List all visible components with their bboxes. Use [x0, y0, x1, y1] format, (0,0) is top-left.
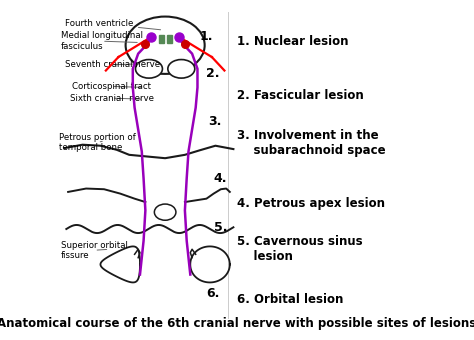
Text: Anatomical course of the 6th cranial nerve with possible sites of lesions: Anatomical course of the 6th cranial ner… — [0, 317, 474, 330]
Text: 4.: 4. — [214, 172, 227, 185]
Text: 6.: 6. — [207, 287, 220, 300]
Text: 6. Orbital lesion: 6. Orbital lesion — [237, 293, 343, 306]
Text: 2.: 2. — [207, 67, 220, 80]
Text: 2. Fascicular lesion: 2. Fascicular lesion — [237, 89, 364, 102]
FancyBboxPatch shape — [159, 35, 164, 42]
Ellipse shape — [136, 59, 163, 78]
Text: 5. Cavernous sinus
    lesion: 5. Cavernous sinus lesion — [237, 235, 363, 263]
Text: Sixth cranial  nerve: Sixth cranial nerve — [70, 94, 154, 103]
Text: Medial longitudinal
fasciculus: Medial longitudinal fasciculus — [61, 32, 143, 51]
Text: 3.: 3. — [208, 115, 222, 128]
Text: 5.: 5. — [214, 221, 227, 234]
Text: Superior orbital
fissure: Superior orbital fissure — [61, 241, 128, 260]
Text: 4. Petrous apex lesion: 4. Petrous apex lesion — [237, 197, 385, 210]
Text: 1. Nuclear lesion: 1. Nuclear lesion — [237, 35, 348, 48]
FancyBboxPatch shape — [166, 35, 172, 42]
Text: 1.: 1. — [199, 30, 213, 43]
Ellipse shape — [168, 59, 195, 78]
Text: Fourth ventricle: Fourth ventricle — [64, 19, 161, 30]
Text: Seventh cranial nerve: Seventh cranial nerve — [64, 60, 160, 69]
Text: 3. Involvement in the
    subarachnoid space: 3. Involvement in the subarachnoid space — [237, 129, 386, 157]
Text: Petrous portion of
temporal bone: Petrous portion of temporal bone — [59, 133, 136, 152]
Ellipse shape — [155, 204, 176, 220]
Ellipse shape — [126, 17, 205, 74]
Text: Corticospinal tract: Corticospinal tract — [72, 82, 151, 91]
